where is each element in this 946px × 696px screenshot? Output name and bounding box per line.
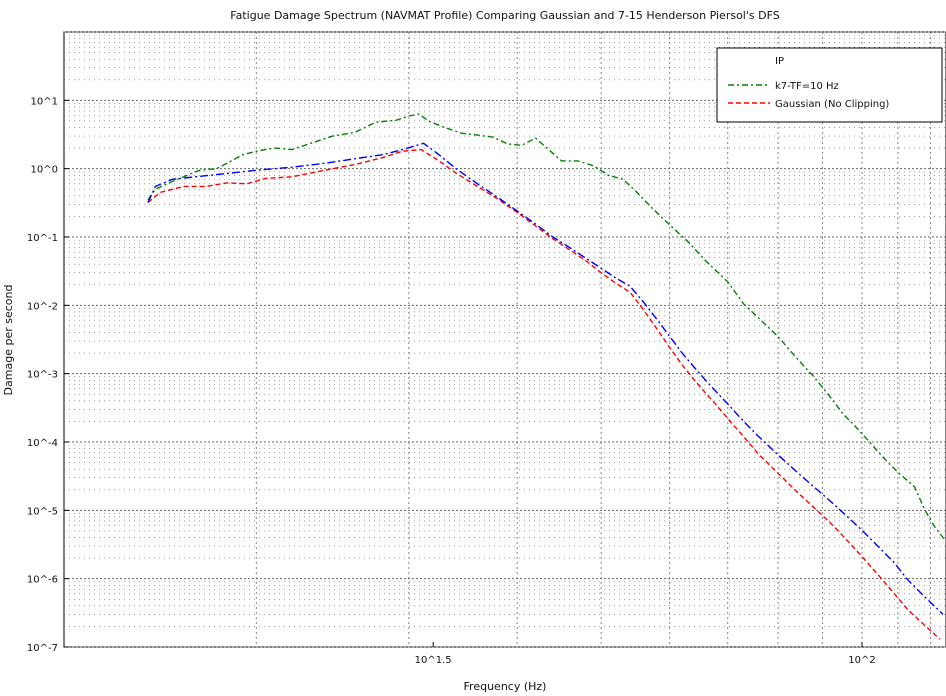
y-tick-label: 10^-2 — [27, 301, 58, 312]
legend-label: Gaussian (No Clipping) — [775, 99, 889, 110]
plot-area — [63, 31, 946, 648]
legend: IP k7-TF=10 Hz Gaussian (No Clipping) — [716, 47, 943, 123]
y-tick-label: 10^0 — [31, 165, 58, 176]
x-axis-ticks: 10^1.5 10^2 — [415, 642, 876, 666]
y-tick-label: 10^-1 — [27, 233, 58, 244]
legend-label: k7-TF=10 Hz — [775, 81, 839, 92]
series-line-2 — [147, 142, 944, 615]
chart-title: Fatigue Damage Spectrum (NAVMAT Profile)… — [230, 9, 779, 22]
y-tick-label: 10^-4 — [27, 438, 58, 449]
legend-header: IP — [775, 56, 784, 67]
series-line-0 — [147, 113, 946, 542]
series-layer — [147, 113, 946, 640]
x-axis-label: Frequency (Hz) — [464, 680, 547, 693]
y-axis-ticks: 10^1 10^0 10^-1 10^-2 10^-3 10^-4 10^-5 10^-6 10… — [27, 96, 69, 654]
x-tick-label: 10^2 — [848, 655, 875, 666]
y-tick-label: 10^-7 — [27, 643, 58, 654]
y-tick-label: 10^-6 — [27, 575, 58, 586]
legend-box — [716, 47, 943, 123]
y-axis-label: Damage per second — [2, 285, 15, 396]
y-tick-label: 10^1 — [31, 96, 58, 107]
x-tick-label: 10^1.5 — [415, 655, 452, 666]
y-tick-label: 10^-5 — [27, 506, 58, 517]
y-tick-label: 10^-3 — [27, 370, 58, 381]
legend-items: k7-TF=10 Hz Gaussian (No Clipping) — [728, 81, 889, 110]
